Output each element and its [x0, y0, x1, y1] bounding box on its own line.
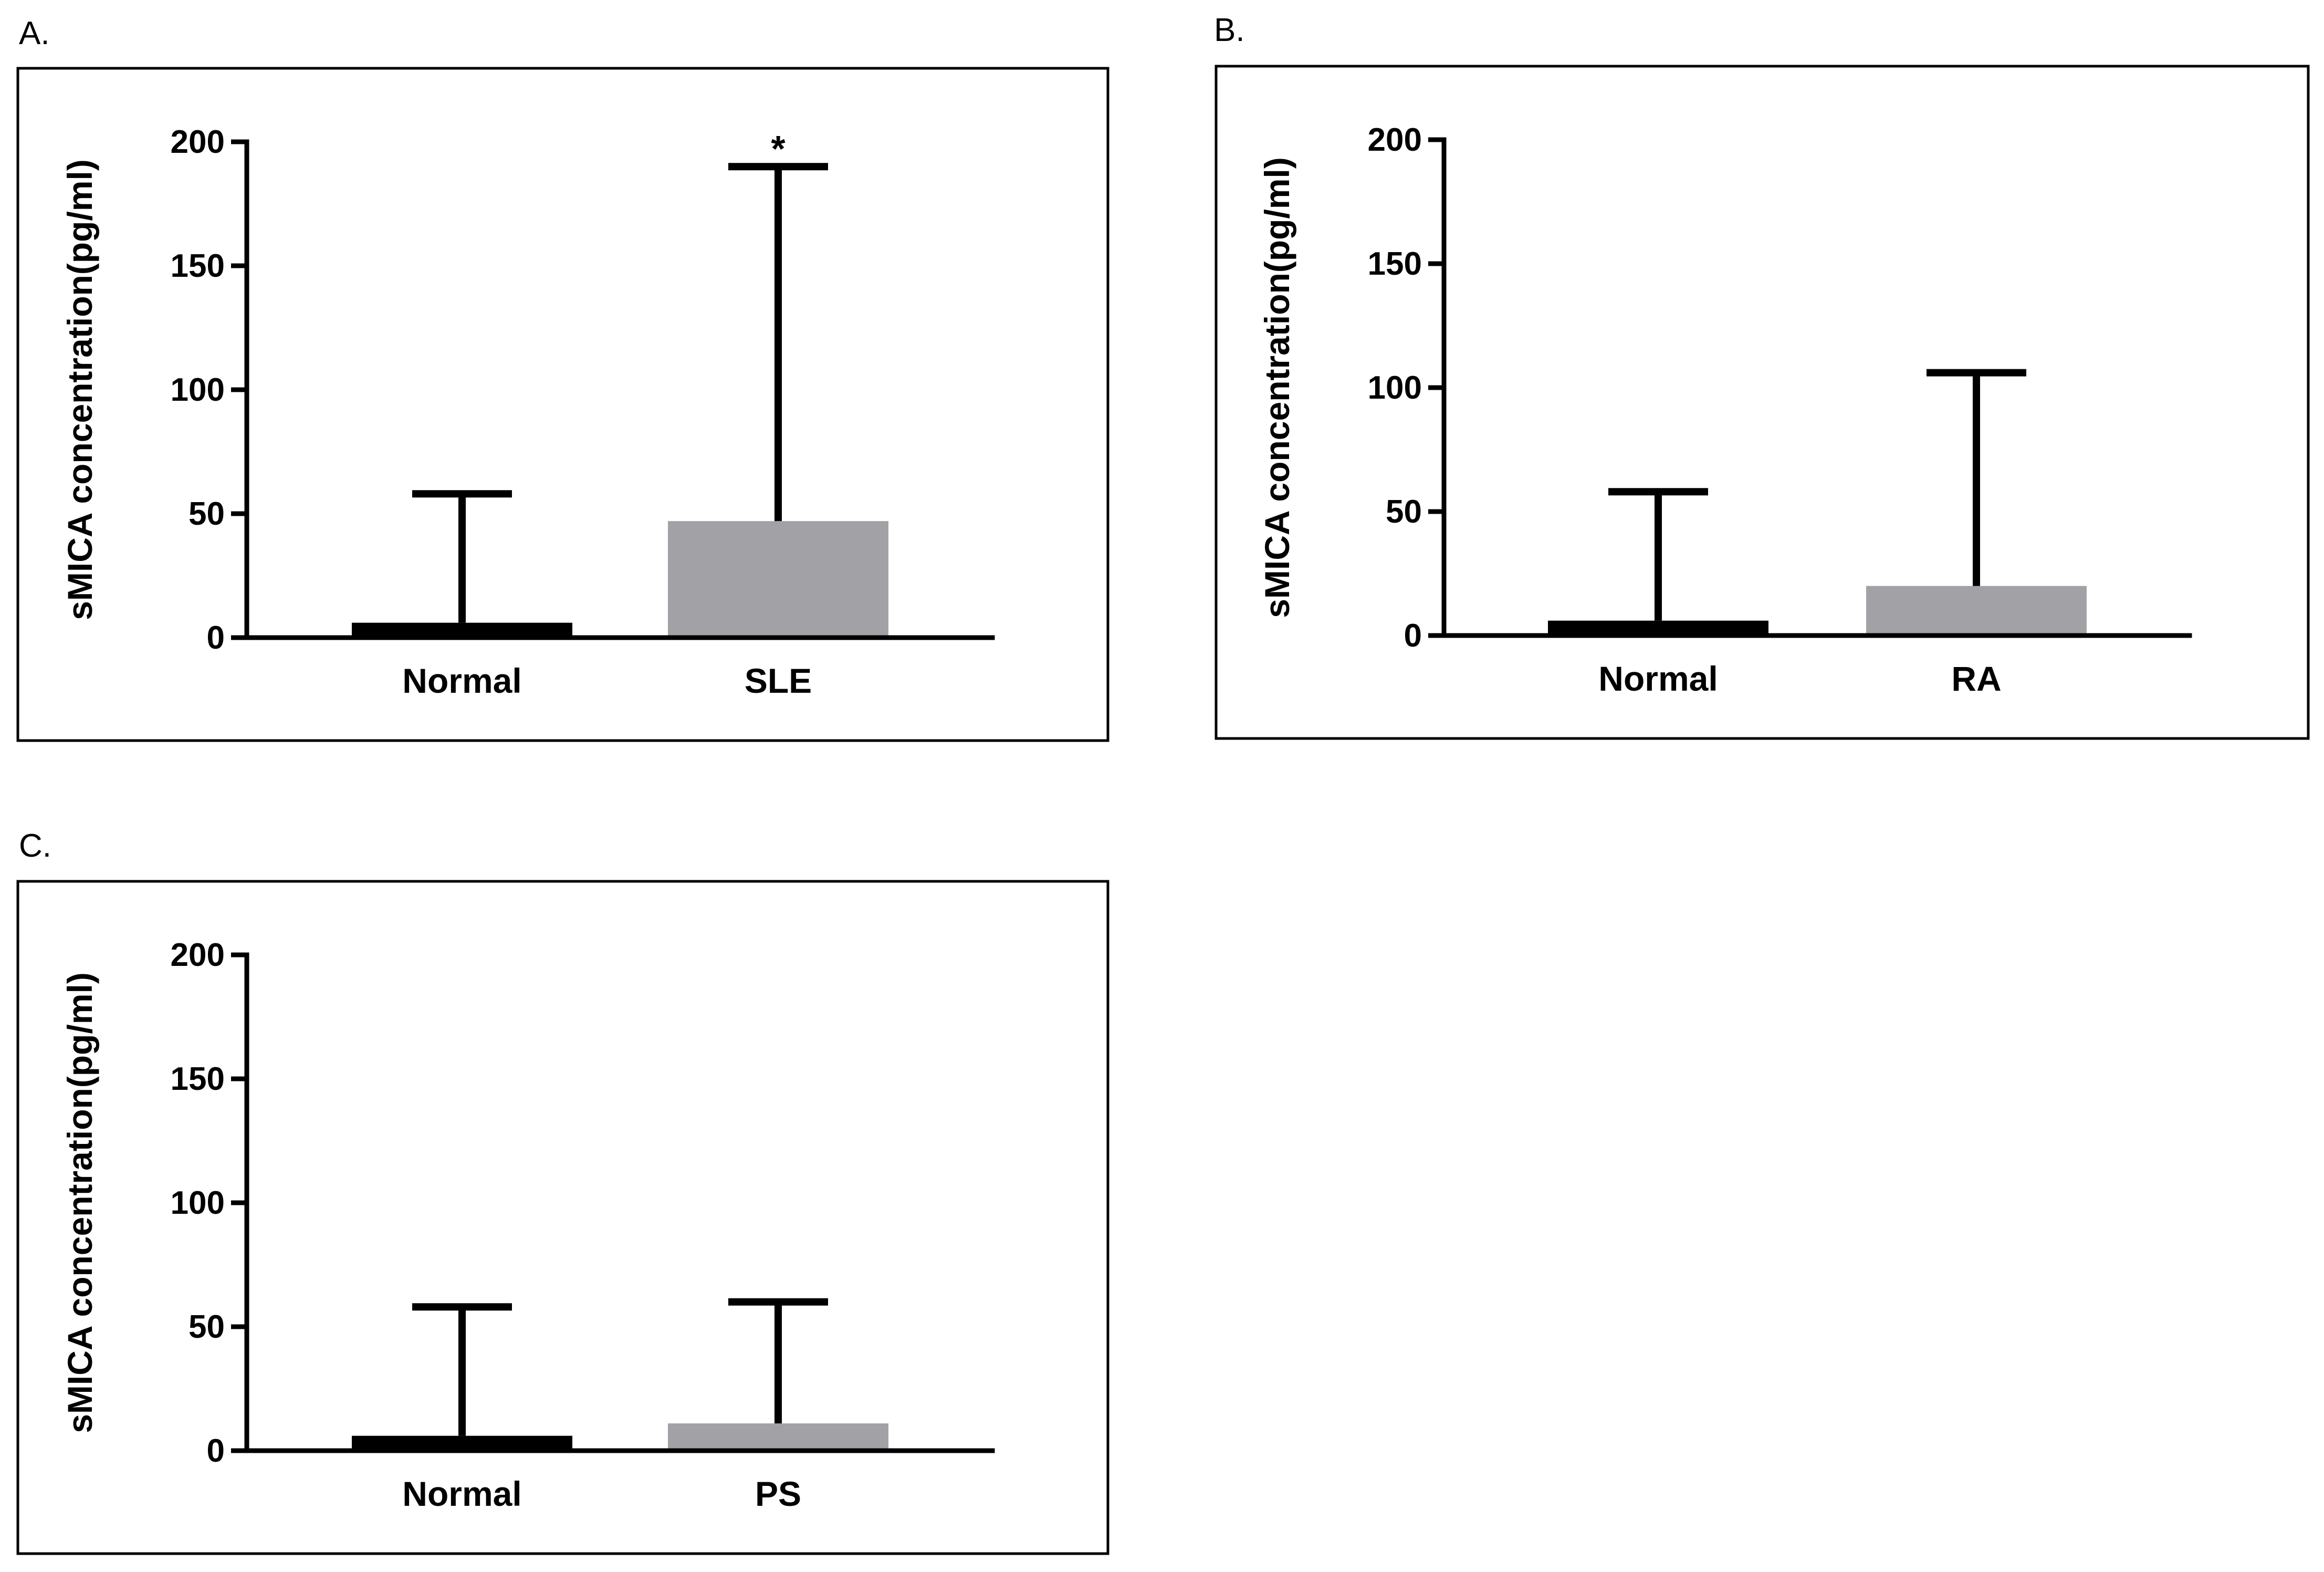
panel-a-y-axis-title: sMICA concentration(pg/ml) — [60, 159, 99, 620]
panel-a-frame — [16, 67, 1109, 742]
panel-b-bar-ra — [1866, 586, 2087, 636]
panel-a-category-label-sle: SLE — [745, 661, 812, 700]
panel-b-y-axis-title: sMICA concentration(pg/ml) — [1258, 157, 1296, 618]
panel-c-y-axis-title: sMICA concentration(pg/ml) — [60, 972, 99, 1433]
panel-b-bar-normal — [1548, 620, 1768, 636]
panel-b-y-tick-label-0: 0 — [1404, 618, 1422, 654]
panel-a-y-tick-label-150: 150 — [171, 248, 225, 284]
panel-c-category-label-normal: Normal — [402, 1474, 521, 1513]
panel-b-category-label-normal: Normal — [1598, 659, 1718, 698]
panel-c-y-tick-label-50: 50 — [189, 1309, 225, 1345]
panel-c-bar-normal — [352, 1435, 572, 1451]
panel-a-plot: Normal SLE * 0 50 100 150 200 sMICA concentratio… — [60, 124, 995, 700]
panel-b-y-tick-label-50: 50 — [1386, 494, 1422, 530]
panel-c-y-tick-label-150: 150 — [171, 1061, 225, 1097]
panel-a-annotation-0: * — [771, 128, 786, 169]
panel-c-y-tick-label-0: 0 — [207, 1433, 225, 1469]
panel-a-y-tick-label-0: 0 — [207, 620, 225, 656]
panel-a-y-tick-label-100: 100 — [171, 372, 225, 408]
panel-c-y-tick-label-100: 100 — [171, 1185, 225, 1221]
panel-b-y-tick-label-100: 100 — [1368, 370, 1422, 406]
panel-c-y-tick-label-200: 200 — [171, 937, 225, 973]
panel-c-plot: Normal PS 0 50 100 150 200 sMICA concentration(… — [60, 937, 995, 1513]
panel-b-y-tick-label-200: 200 — [1368, 122, 1422, 158]
panel-label-a: A. — [19, 15, 50, 51]
panel-label-c: C. — [19, 828, 51, 864]
panel-c-frame — [16, 880, 1109, 1555]
panel-b-plot: Normal RA 0 50 100 150 200 sMICA concentration(… — [1258, 122, 2192, 698]
panel-c-category-label-ps: PS — [755, 1474, 801, 1513]
panel-a-y-tick-label-200: 200 — [171, 124, 225, 160]
panel-b-y-tick-label-150: 150 — [1368, 246, 1422, 282]
panel-b-frame — [1215, 65, 2310, 740]
panel-a-y-tick-label-50: 50 — [189, 496, 225, 532]
panel-c-bar-ps — [668, 1423, 888, 1451]
panel-label-b: B. — [1214, 12, 1245, 48]
panel-a-category-label-normal: Normal — [402, 661, 521, 700]
panel-b-category-label-ra: RA — [1951, 659, 2001, 698]
panel-a-bar-normal — [352, 622, 572, 638]
panel-a-bar-sle — [668, 521, 888, 638]
